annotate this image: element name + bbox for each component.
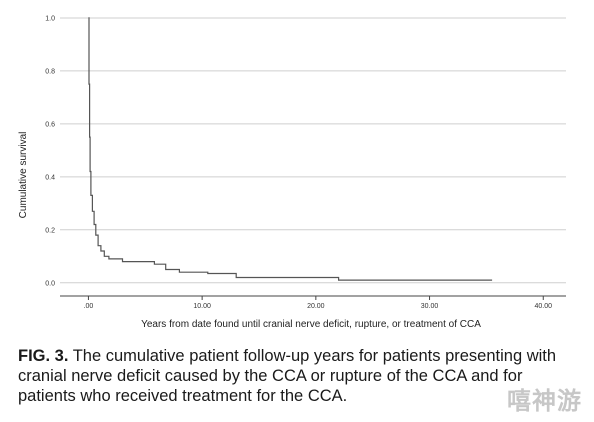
y-tick-label: 0.4 (45, 174, 55, 181)
x-axis-title: Years from date found until cranial nerv… (141, 319, 481, 330)
y-tick-label: 0.2 (45, 227, 55, 234)
watermark-logo: 嘻神游 (507, 387, 582, 415)
y-axis-ticks: 0.0 0.2 0.4 0.6 0.8 1.0 (45, 15, 55, 287)
figure-label: FIG. 3. (18, 347, 69, 365)
survival-curve (88, 17, 493, 281)
figure-caption: FIG. 3. The cumulative patient follow-up… (18, 346, 584, 406)
y-tick-label: 1.0 (45, 15, 55, 22)
x-tick-label: 40.00 (534, 303, 552, 310)
x-axis-ticks: .00 10.00 20.00 30.00 40.00 (84, 296, 552, 310)
x-tick-label: .00 (84, 303, 94, 310)
y-tick-label: 0.6 (45, 121, 55, 128)
x-tick-label: 20.00 (307, 303, 325, 310)
grid-lines (60, 17, 566, 284)
y-tick-label: 0.8 (45, 68, 55, 75)
caption-text: The cumulative patient follow-up years f… (18, 347, 557, 405)
y-axis-title: Cumulative survival (18, 132, 29, 219)
x-tick-label: 10.00 (193, 303, 211, 310)
survival-chart: .00 10.00 20.00 30.00 40.00 0.0 0.2 0.4 0.6 0.8 1… (18, 15, 566, 330)
y-tick-label: 0.0 (45, 280, 55, 287)
x-tick-label: 30.00 (421, 303, 439, 310)
